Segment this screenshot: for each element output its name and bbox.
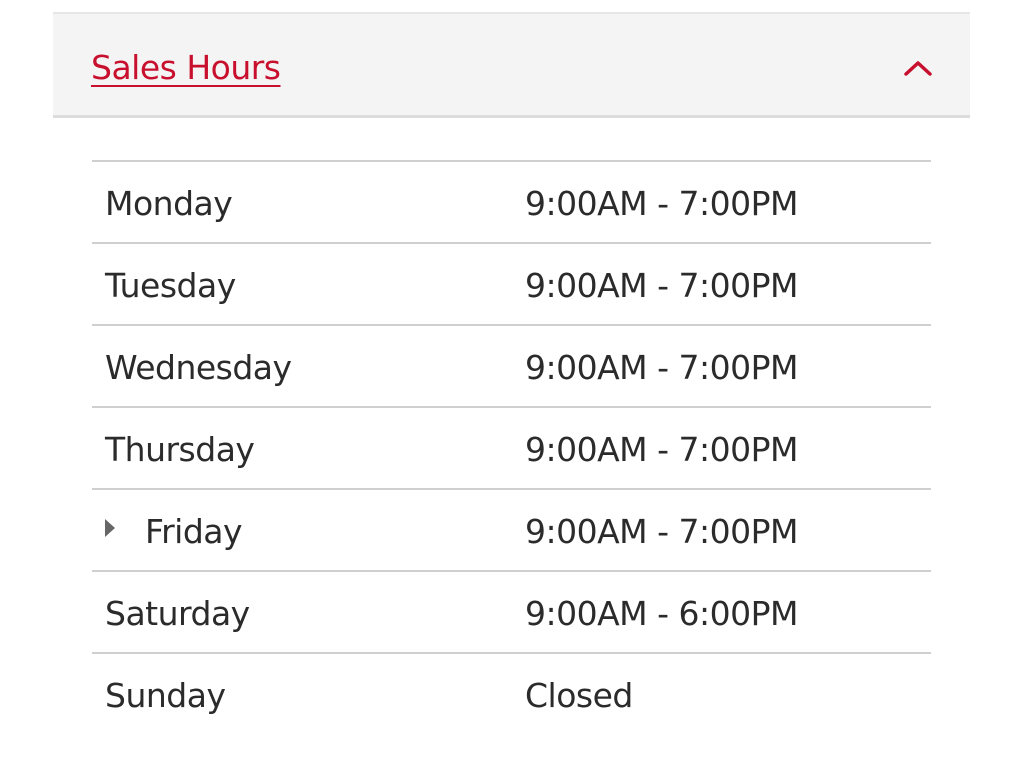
hours-row-sunday: Sunday Closed (92, 654, 931, 734)
day-label: Monday (105, 184, 233, 223)
day-label: Friday (145, 512, 243, 551)
hours-value: 9:00AM - 6:00PM (525, 594, 799, 633)
current-day-caret-icon (105, 519, 115, 537)
hours-value: 9:00AM - 7:00PM (525, 184, 799, 223)
hours-row-saturday: Saturday 9:00AM - 6:00PM (92, 572, 931, 654)
sales-hours-title-link[interactable]: Sales Hours (91, 48, 281, 87)
day-label: Tuesday (105, 266, 236, 305)
hours-value: 9:00AM - 7:00PM (525, 348, 799, 387)
hours-row-monday: Monday 9:00AM - 7:00PM (92, 162, 931, 244)
hours-row-tuesday: Tuesday 9:00AM - 7:00PM (92, 244, 931, 326)
sales-hours-accordion-header[interactable]: Sales Hours (53, 12, 970, 118)
day-label: Sunday (105, 676, 226, 715)
hours-value: 9:00AM - 7:00PM (525, 512, 799, 551)
hours-value: 9:00AM - 7:00PM (525, 430, 799, 469)
chevron-up-icon[interactable] (903, 58, 933, 78)
hours-row-wednesday: Wednesday 9:00AM - 7:00PM (92, 326, 931, 408)
day-label: Saturday (105, 594, 250, 633)
hours-value: Closed (525, 676, 633, 715)
hours-row-thursday: Thursday 9:00AM - 7:00PM (92, 408, 931, 490)
day-label: Wednesday (105, 348, 292, 387)
day-label: Thursday (105, 430, 255, 469)
hours-value: 9:00AM - 7:00PM (525, 266, 799, 305)
hours-row-friday: Friday 9:00AM - 7:00PM (92, 490, 931, 572)
hours-table: Monday 9:00AM - 7:00PM Tuesday 9:00AM - … (92, 160, 931, 734)
